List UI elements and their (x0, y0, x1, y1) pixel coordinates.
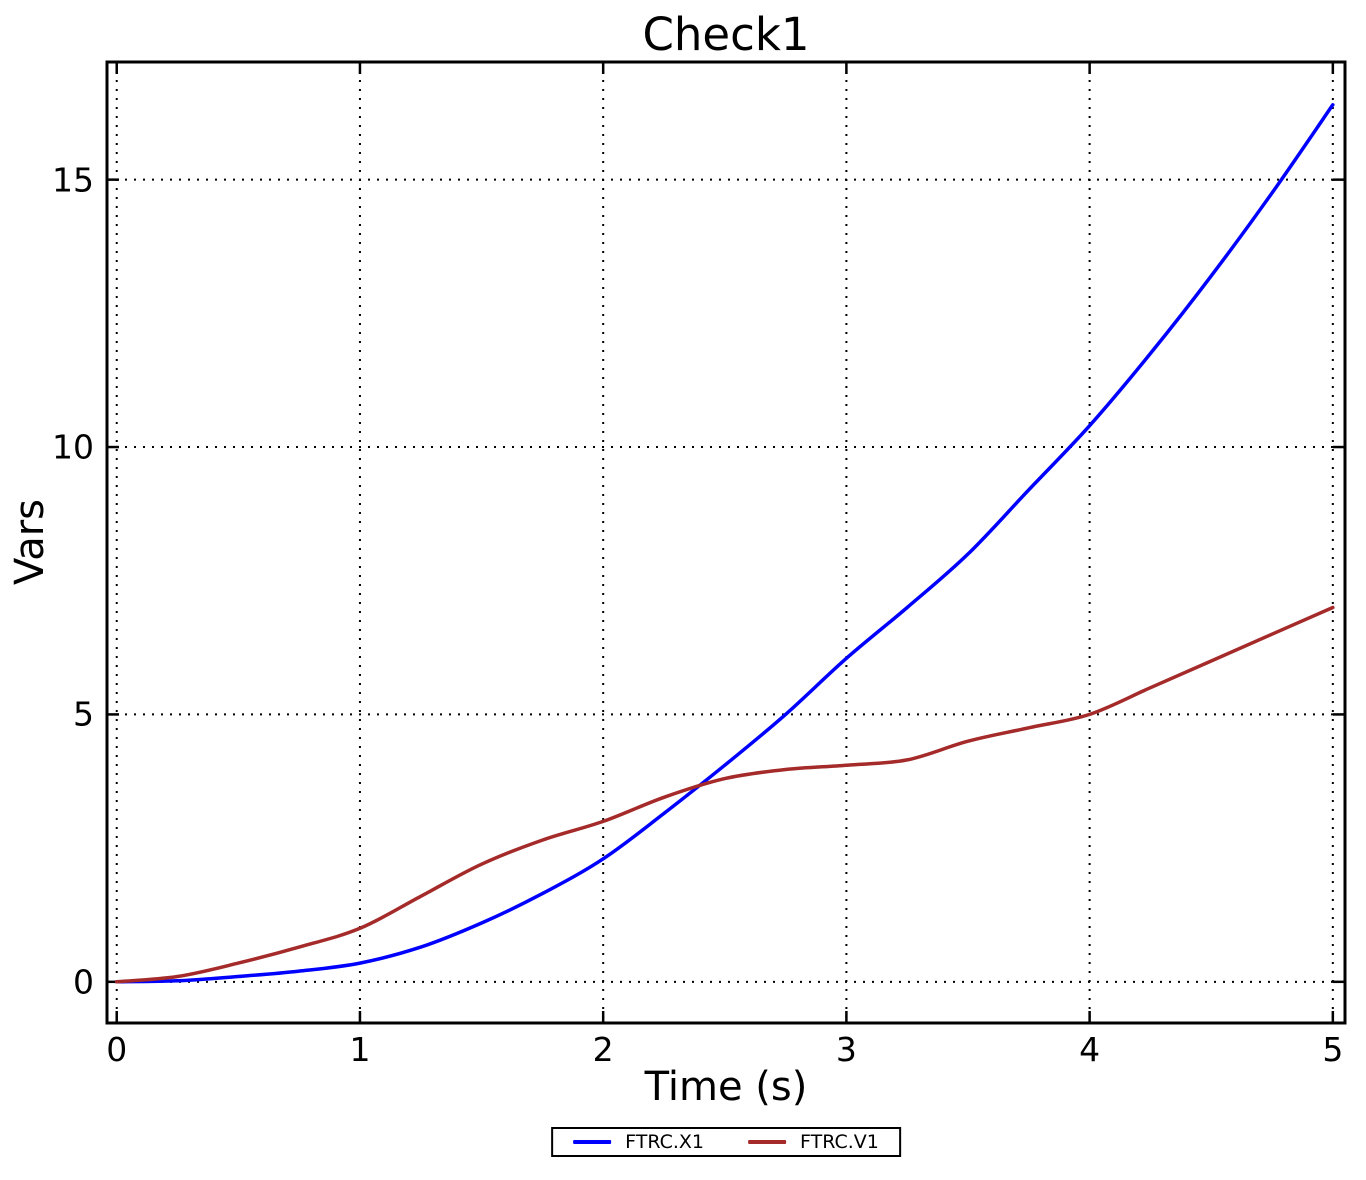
x-tick-label: 1 (349, 1030, 371, 1069)
legend: FTRC.X1 FTRC.V1 (551, 1127, 901, 1157)
legend-item-v1: FTRC.V1 (748, 1130, 879, 1153)
x-axis-label: Time (s) (644, 1064, 808, 1110)
x-tick-label: 3 (835, 1030, 857, 1069)
y-tick-label: 15 (52, 160, 94, 200)
x-tick-label: 5 (1322, 1030, 1344, 1069)
plot-frame (105, 60, 1347, 1025)
x-tick-label: 0 (106, 1030, 128, 1069)
legend-line-sample-x1 (573, 1140, 612, 1144)
series-line-ftrc-v1 (114, 605, 1335, 984)
x-tick-label: 4 (1079, 1030, 1101, 1069)
y-tick-label: 10 (52, 427, 94, 467)
y-tick-label: 0 (73, 962, 94, 1002)
legend-item-x1: FTRC.X1 (573, 1130, 705, 1153)
y-tick-label: 5 (73, 694, 94, 734)
series-line-ftrc-x1 (114, 103, 1335, 984)
legend-label-v1: FTRC.V1 (800, 1130, 879, 1153)
legend-label-x1: FTRC.X1 (625, 1130, 705, 1153)
legend-line-sample-v1 (748, 1140, 787, 1144)
chart-title: Check1 (642, 8, 810, 61)
x-tick-label: 2 (592, 1030, 614, 1069)
